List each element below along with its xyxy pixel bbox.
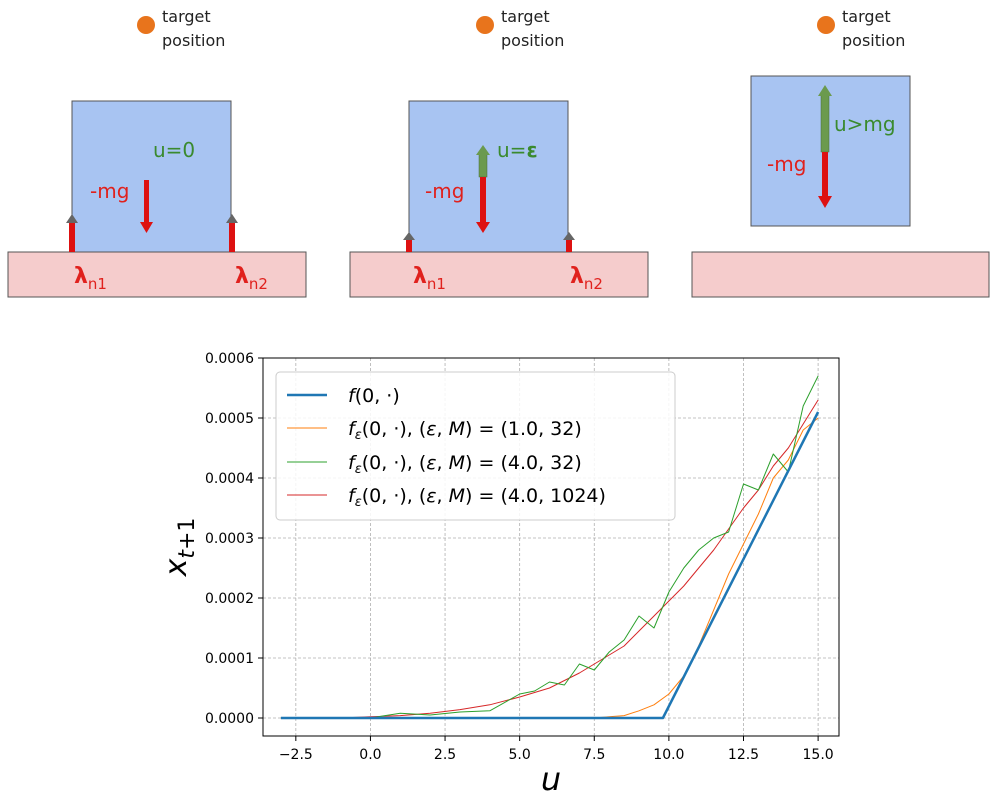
normal-force-arrow-2 — [226, 214, 238, 252]
gravity-arrow — [140, 180, 153, 233]
svg-text:fε(0, ·), (ε, M) = (4.0, 32): fε(0, ·), (ε, M) = (4.0, 32) — [348, 452, 582, 477]
target-dot-icon — [137, 16, 155, 34]
normal-force-arrow-1 — [66, 214, 78, 252]
legend: f(0, ·) fε(0, ·), (ε, M) = (1.0, 32) fε(… — [275, 371, 676, 521]
lambda-n2-label: λn2 — [235, 264, 268, 293]
u-label: u=ε — [497, 138, 538, 162]
gravity-arrow — [476, 177, 490, 233]
target-label-line2: position — [501, 31, 564, 50]
floor — [691, 251, 990, 298]
legend-frame — [275, 371, 676, 521]
x-tick-label: 15.0 — [803, 747, 834, 763]
normal-force-arrow-1 — [403, 232, 415, 252]
mg-label: -mg — [425, 179, 464, 203]
target-dot-icon — [476, 16, 494, 34]
box — [408, 100, 569, 253]
mg-label: -mg — [767, 152, 806, 176]
ticks: −2.5 0.0 2.5 5.0 7.5 10.0 12.5 15.0 0.0000 0.0001… — [205, 351, 834, 763]
panel-2: target position u=ε -mg λn1 λn2 — [349, 7, 649, 298]
y-tick-label: 0.0005 — [205, 411, 254, 427]
target-label-line2: position — [842, 31, 905, 50]
u-label: u>mg — [834, 112, 896, 136]
lambda-n1-label: λn1 — [74, 264, 107, 293]
x-tick-label: 0.0 — [359, 747, 381, 763]
x-axis-label: u — [541, 760, 561, 798]
series-layer — [280, 375, 820, 720]
y-tick-label: 0.0001 — [205, 651, 254, 667]
gravity-arrow — [818, 152, 832, 208]
legend-entry-f: f(0, ·) — [287, 385, 400, 407]
x-tick-label: 7.5 — [583, 747, 605, 763]
y-axis-label: xt+1 — [159, 518, 200, 578]
chart: −2.5 0.0 2.5 5.0 7.5 10.0 12.5 15.0 0.0000 0.0001… — [159, 351, 840, 798]
target-dot-icon — [817, 16, 835, 34]
box — [71, 100, 232, 253]
box — [750, 75, 911, 227]
target-label-line1: target — [162, 7, 211, 26]
panel-1: target position u=0 -mg λn1 λn2 — [7, 7, 307, 298]
x-tick-label: −2.5 — [279, 747, 313, 763]
lambda-n1-label: λn1 — [413, 264, 446, 293]
series-line-2 — [280, 375, 819, 719]
y-tick-label: 0.0006 — [205, 351, 254, 367]
y-tick-label: 0.0003 — [205, 531, 254, 547]
x-tick-label: 10.0 — [653, 747, 684, 763]
y-tick-label: 0.0004 — [205, 471, 254, 487]
mg-label: -mg — [90, 179, 129, 203]
x-tick-label: 2.5 — [434, 747, 456, 763]
x-tick-label: 5.0 — [509, 747, 531, 763]
legend-entry-eps4-m32: fε(0, ·), (ε, M) = (4.0, 32) — [287, 452, 582, 477]
floor — [349, 251, 649, 298]
lambda-n2-label: λn2 — [570, 264, 603, 293]
target-label-line1: target — [842, 7, 891, 26]
floor — [7, 251, 307, 298]
y-tick-label: 0.0002 — [205, 591, 254, 607]
svg-text:fε(0, ·), (ε, M) = (4.0, 1024): fε(0, ·), (ε, M) = (4.0, 1024) — [348, 485, 606, 510]
legend-entry-eps4-m1024: fε(0, ·), (ε, M) = (4.0, 1024) — [287, 485, 606, 510]
svg-text:f(0, ·): f(0, ·) — [348, 385, 400, 407]
svg-text:fε(0, ·), (ε, M) = (1.0, 32): fε(0, ·), (ε, M) = (1.0, 32) — [348, 418, 582, 443]
y-tick-label: 0.0000 — [205, 711, 254, 727]
u-label: u=0 — [153, 138, 195, 162]
series-line-0 — [280, 411, 820, 720]
x-tick-label: 12.5 — [728, 747, 759, 763]
target-label-line2: position — [162, 31, 225, 50]
plot-frame — [262, 357, 840, 737]
target-label-line1: target — [501, 7, 550, 26]
panel-3: target position u>mg -mg — [691, 7, 990, 298]
legend-entry-eps1-m32: fε(0, ·), (ε, M) = (1.0, 32) — [287, 418, 582, 443]
normal-force-arrow-2 — [563, 232, 575, 252]
